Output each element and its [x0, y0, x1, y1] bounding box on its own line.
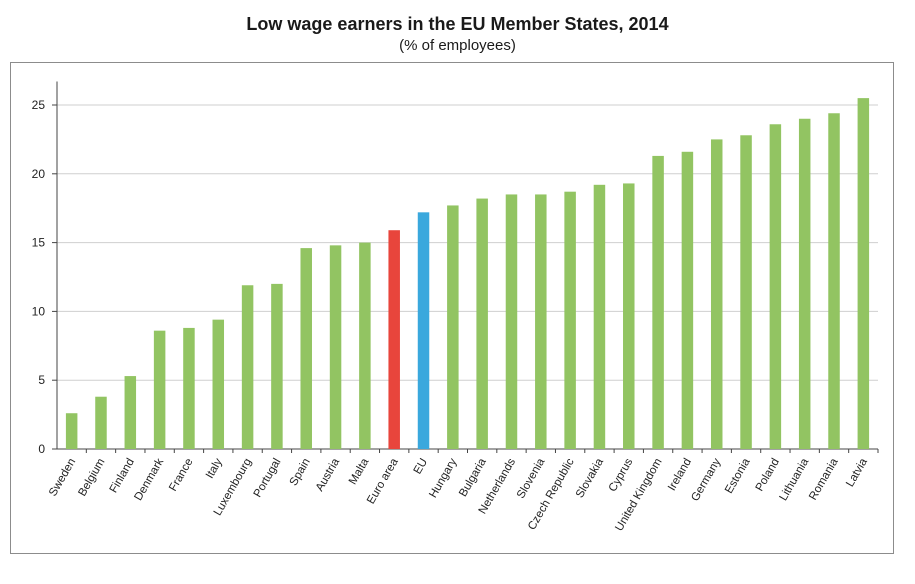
bar — [710, 139, 723, 449]
bar — [124, 376, 137, 449]
bar — [652, 155, 664, 450]
bar — [447, 205, 459, 449]
bar — [65, 413, 78, 449]
x-tick-label: Denmark — [133, 456, 167, 503]
y-tick-label: 25 — [32, 98, 46, 112]
x-tick-label: Slovenia — [515, 456, 548, 501]
bar — [593, 184, 606, 450]
x-tick-label: Portugal — [252, 457, 284, 500]
bar — [681, 151, 694, 449]
bar — [388, 230, 400, 449]
x-tick-label: Ireland — [666, 457, 694, 493]
bar — [857, 98, 870, 450]
x-tick-label: Latvia — [844, 456, 870, 489]
bar — [798, 118, 811, 449]
y-tick-label: 5 — [38, 373, 45, 387]
x-tick-label: Slovakia — [574, 456, 606, 500]
chart-title: Low wage earners in the EU Member States… — [246, 14, 669, 34]
x-tick-label: Poland — [754, 457, 782, 494]
x-tick-label: Malta — [347, 456, 372, 487]
bar — [769, 124, 782, 449]
x-tick-label: Spain — [288, 457, 313, 488]
bar — [329, 245, 342, 449]
x-tick-label: Italy — [204, 456, 225, 480]
bar — [476, 198, 488, 449]
y-tick-label: 10 — [32, 304, 46, 318]
bar — [212, 319, 225, 449]
bar — [740, 135, 752, 449]
x-tick-label: Romania — [807, 456, 841, 502]
bar — [153, 330, 166, 449]
bar — [359, 242, 371, 449]
x-tick-label: Estonia — [723, 456, 753, 496]
x-tick-label: Austria — [314, 456, 343, 494]
bar — [535, 194, 547, 449]
x-tick-label: France — [167, 457, 195, 494]
x-tick-label: Hungary — [427, 456, 459, 500]
bar — [95, 396, 107, 449]
x-tick-label: Bulgaria — [457, 456, 489, 499]
x-tick-label: EU — [412, 457, 430, 477]
bar — [300, 248, 312, 449]
bar — [505, 194, 518, 449]
chart-subtitle: (% of employees) — [399, 37, 516, 54]
x-tick-label: Germany — [689, 456, 723, 503]
bar — [828, 113, 840, 450]
chart-frame — [10, 62, 894, 554]
bar — [241, 285, 254, 449]
bar — [564, 191, 576, 450]
y-tick-label: 20 — [32, 167, 46, 181]
y-tick-label: 15 — [32, 236, 46, 250]
x-tick-label: Belgium — [76, 457, 107, 499]
bar — [623, 183, 635, 449]
bar — [271, 283, 283, 449]
x-tick-label: Cyprus — [607, 456, 636, 494]
bar — [183, 327, 195, 449]
bar — [417, 212, 430, 449]
x-tick-label: Finland — [108, 457, 137, 496]
y-tick-label: 0 — [38, 442, 45, 456]
x-tick-label: Sweden — [47, 457, 78, 499]
